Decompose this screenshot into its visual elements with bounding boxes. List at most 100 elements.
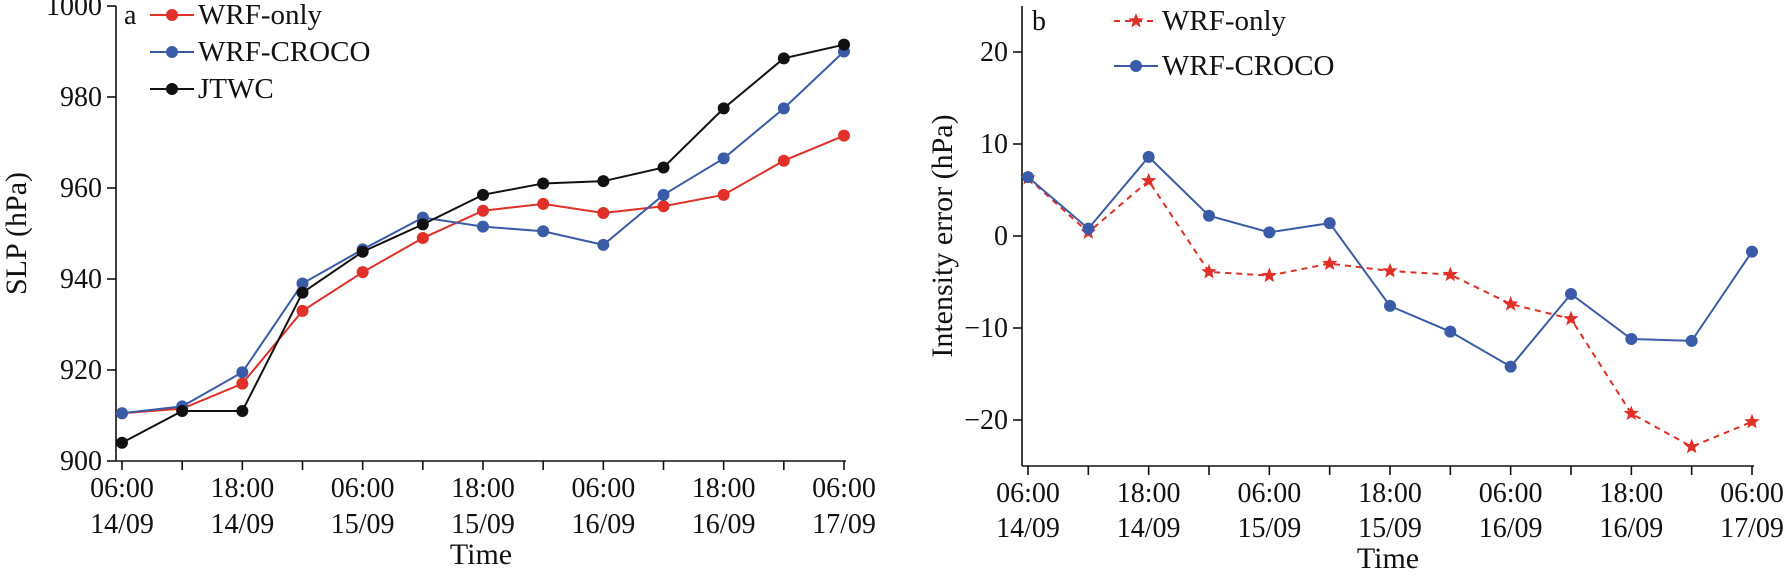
data-point xyxy=(537,225,550,238)
data-point xyxy=(657,200,670,213)
x-tick-label-date: 15/09 xyxy=(1358,513,1422,544)
legend: WRF-only WRF-CROCO JTWC xyxy=(150,0,370,105)
x-tick-label-time: 06:00 xyxy=(1479,478,1543,509)
panel-label: a xyxy=(124,0,137,31)
data-point xyxy=(838,38,850,51)
data-point xyxy=(1744,413,1760,429)
data-point xyxy=(1261,267,1278,283)
data-point xyxy=(597,238,610,251)
data-point xyxy=(356,266,369,279)
data-point xyxy=(1504,360,1517,373)
x-axis-label: Time xyxy=(1357,542,1419,575)
data-point xyxy=(1203,209,1215,222)
series-line xyxy=(121,134,845,415)
x-tick-label-date: 15/09 xyxy=(1237,513,1301,544)
data-point xyxy=(777,154,790,167)
data-point xyxy=(356,245,369,258)
x-tick-label-date: 15/09 xyxy=(451,509,515,540)
data-point xyxy=(1142,150,1155,163)
x-tick-label-date: 16/09 xyxy=(692,509,756,540)
y-tick-label: −10 xyxy=(964,313,1008,344)
x-tick-label-date: 14/09 xyxy=(210,509,274,540)
x-tick-label-time: 18:00 xyxy=(692,473,756,504)
chart-panel-a: 900 920 940 960 980 1000 06:00 14/09 18:00 14/09 0… xyxy=(0,0,876,571)
legend-marker xyxy=(166,46,178,58)
data-point xyxy=(236,366,249,379)
data-point xyxy=(537,177,550,190)
data-point xyxy=(477,220,489,233)
data-point xyxy=(838,129,850,142)
x-tick-label-time: 06:00 xyxy=(571,473,635,504)
data-point xyxy=(296,286,309,299)
data-point xyxy=(236,404,249,417)
legend: WRF-only WRF-CROCO xyxy=(1114,5,1334,82)
data-point xyxy=(296,277,309,290)
x-tick-label-time: 06:00 xyxy=(1237,478,1301,509)
data-point xyxy=(116,436,128,449)
y-tick-label: 10 xyxy=(980,129,1008,160)
x-tick-label-time: 18:00 xyxy=(1117,478,1181,509)
y-tick-label: 20 xyxy=(980,37,1008,68)
series-wrf-only xyxy=(116,129,850,420)
y-axis-label: SLP (hPa) xyxy=(0,172,33,295)
x-tick-label-date: 17/09 xyxy=(1720,513,1784,544)
legend-label: JTWC xyxy=(198,73,274,105)
y-tick-label: 960 xyxy=(60,173,102,204)
x-axis-label: Time xyxy=(450,538,512,571)
legend-marker xyxy=(166,9,178,21)
data-point xyxy=(1685,334,1698,347)
data-point xyxy=(236,377,249,390)
x-tick-label-time: 06:00 xyxy=(996,478,1060,509)
x-tick-label-date: 14/09 xyxy=(1117,513,1181,544)
y-tick-label: −20 xyxy=(964,405,1008,436)
data-point xyxy=(1323,217,1336,230)
x-tick-label-date: 16/09 xyxy=(571,509,635,540)
data-point xyxy=(597,175,610,188)
legend-marker xyxy=(1128,13,1144,28)
data-point xyxy=(477,188,489,201)
series-line xyxy=(1027,155,1753,368)
data-point xyxy=(717,188,730,201)
x-tick-label-time: 06:00 xyxy=(90,473,154,504)
x-tick-label-date: 17/09 xyxy=(812,509,876,540)
data-point xyxy=(537,197,550,210)
data-point xyxy=(1444,325,1457,338)
panel-label: b xyxy=(1032,6,1046,37)
y-tick-label: 0 xyxy=(994,221,1008,252)
data-point xyxy=(777,102,790,115)
data-point xyxy=(1321,255,1338,271)
data-point xyxy=(1082,222,1095,235)
series-wrf-croco xyxy=(1022,150,1758,373)
x-tick-label-date: 16/09 xyxy=(1479,513,1543,544)
data-point xyxy=(777,52,790,65)
data-point xyxy=(296,304,309,317)
data-point xyxy=(116,407,128,420)
data-point xyxy=(1263,226,1276,239)
data-point xyxy=(416,218,429,231)
data-point xyxy=(1201,263,1217,279)
data-point xyxy=(1623,405,1640,421)
data-point xyxy=(1683,438,1700,454)
legend-label: WRF-only xyxy=(1162,5,1287,37)
legend-marker xyxy=(166,83,178,95)
series-jtwc xyxy=(116,38,850,449)
x-tick-label-time: 06:00 xyxy=(812,473,876,504)
data-point xyxy=(1442,266,1459,282)
series-line xyxy=(1027,177,1753,448)
legend-label: WRF-CROCO xyxy=(198,36,370,68)
y-axis-label: Intensity error (hPa) xyxy=(926,114,959,357)
data-point xyxy=(1384,299,1396,312)
legend-label: WRF-CROCO xyxy=(1162,50,1334,82)
legend-marker xyxy=(1130,60,1142,72)
x-tick-label-date: 15/09 xyxy=(331,509,395,540)
x-tick-label-time: 18:00 xyxy=(1358,478,1422,509)
y-tick-label: 900 xyxy=(60,446,102,477)
data-point xyxy=(1625,333,1638,346)
y-tick-label: 940 xyxy=(60,264,102,295)
data-point xyxy=(597,207,610,220)
x-tick-label-time: 18:00 xyxy=(210,473,274,504)
y-tick-label: 980 xyxy=(60,82,102,113)
x-tick-label-time: 18:00 xyxy=(451,473,515,504)
x-tick-label-time: 18:00 xyxy=(1599,478,1663,509)
